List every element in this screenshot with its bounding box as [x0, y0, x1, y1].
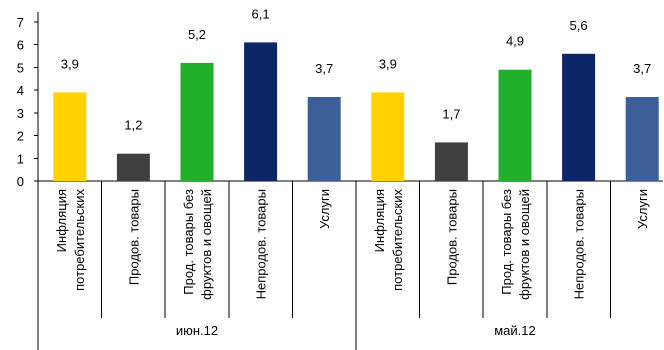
data-label: 6,1 [252, 6, 270, 21]
data-label: 5,2 [188, 27, 206, 42]
y-tick-label: 7 [17, 15, 24, 30]
category-label: Продов. товары [126, 189, 141, 285]
bar-0-4 [307, 97, 341, 181]
bar-1-2 [498, 69, 532, 181]
y-tick-label: 1 [17, 151, 24, 166]
bar-1-4 [625, 97, 659, 181]
y-tick-label: 5 [17, 60, 24, 75]
bar-1-0 [371, 92, 405, 181]
y-tick-label: 2 [17, 129, 24, 144]
y-tick-label: 6 [17, 38, 24, 53]
category-label: Продов. товары [444, 189, 459, 285]
category-label: Инфляция [372, 189, 387, 252]
group-label: май.12 [494, 323, 536, 338]
category-label: потребительских [72, 189, 87, 291]
bar-0-0 [53, 92, 87, 181]
bar-0-1 [116, 153, 150, 181]
category-label: Услуги [317, 189, 332, 229]
bar-0-2 [180, 62, 214, 181]
data-label: 3,7 [315, 61, 333, 76]
group-label: июн.12 [176, 323, 218, 338]
y-tick-label: 0 [17, 174, 24, 189]
data-label: 3,9 [61, 56, 79, 71]
data-label: 3,7 [633, 61, 651, 76]
bar-0-3 [244, 42, 278, 182]
category-label: потребительских [390, 189, 405, 291]
category-label: фруктов и овощей [199, 189, 214, 300]
category-label: Непродов. товары [254, 189, 269, 299]
data-label: 1,7 [442, 106, 460, 121]
category-label: Инфляция [54, 189, 69, 252]
category-label: Прод. товары без [499, 189, 514, 295]
data-label: 5,6 [570, 18, 588, 33]
data-label: 3,9 [379, 56, 397, 71]
y-tick-label: 3 [17, 106, 24, 121]
data-label: 4,9 [506, 34, 524, 49]
category-label: Прод. товары без [181, 189, 196, 295]
category-label: Непродов. товары [572, 189, 587, 299]
category-label: Услуги [635, 189, 650, 229]
bar-1-3 [562, 53, 596, 181]
bar-1-1 [434, 142, 468, 181]
y-tick-label: 4 [17, 83, 24, 98]
category-label: фруктов и овощей [517, 189, 532, 300]
data-label: 1,2 [124, 118, 142, 133]
